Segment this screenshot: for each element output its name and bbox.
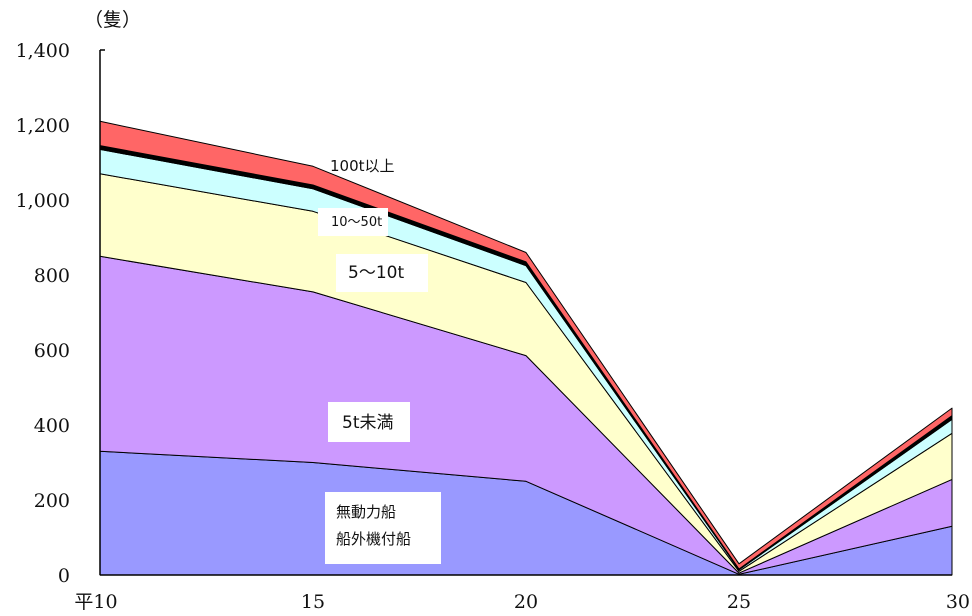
label-box [336, 254, 428, 292]
label-box [325, 492, 441, 564]
x-tick-labels: 平10 15 20 25 30 [74, 591, 970, 613]
series-label-text: 無動力船 [336, 503, 396, 521]
series-label-text: 100t以上 [330, 157, 395, 175]
series-label: 5t未満 [328, 402, 410, 442]
series-label-text: 船外機付船 [336, 530, 411, 548]
label-box [328, 402, 410, 442]
area-series-5 [99, 120, 953, 570]
axes [99, 49, 952, 576]
label-box [318, 208, 388, 236]
series-label: 100t以上 [330, 157, 395, 175]
y-tick-label: 1,200 [16, 115, 70, 137]
y-tick-label: 400 [34, 415, 70, 437]
series-label-text: 5t未満 [342, 413, 393, 433]
area-layer [99, 120, 953, 576]
y-tick-label: 600 [34, 340, 70, 362]
x-tick-label: 25 [727, 591, 751, 613]
series-label: 5～10t [336, 254, 428, 292]
x-tick-label: 15 [301, 591, 325, 613]
y-tick-label: 0 [58, 565, 70, 587]
series-label: 10～50t [318, 208, 388, 236]
x-tick-label: 20 [514, 591, 538, 613]
y-tick-label: 800 [34, 265, 70, 287]
y-tick-label: 200 [34, 490, 70, 512]
series-label-text: 10～50t [331, 215, 382, 230]
x-tick-label: 30 [946, 591, 970, 613]
x-tick-label: 平10 [74, 591, 117, 613]
series-label-text: 5～10t [348, 263, 404, 283]
y-unit-label: （隻） [84, 9, 141, 31]
y-tick-labels: 0 200 400 600 800 1,000 1,200 1,400 [16, 40, 70, 587]
y-tick-label: 1,400 [16, 40, 70, 62]
y-tick-label: 1,000 [16, 190, 70, 212]
